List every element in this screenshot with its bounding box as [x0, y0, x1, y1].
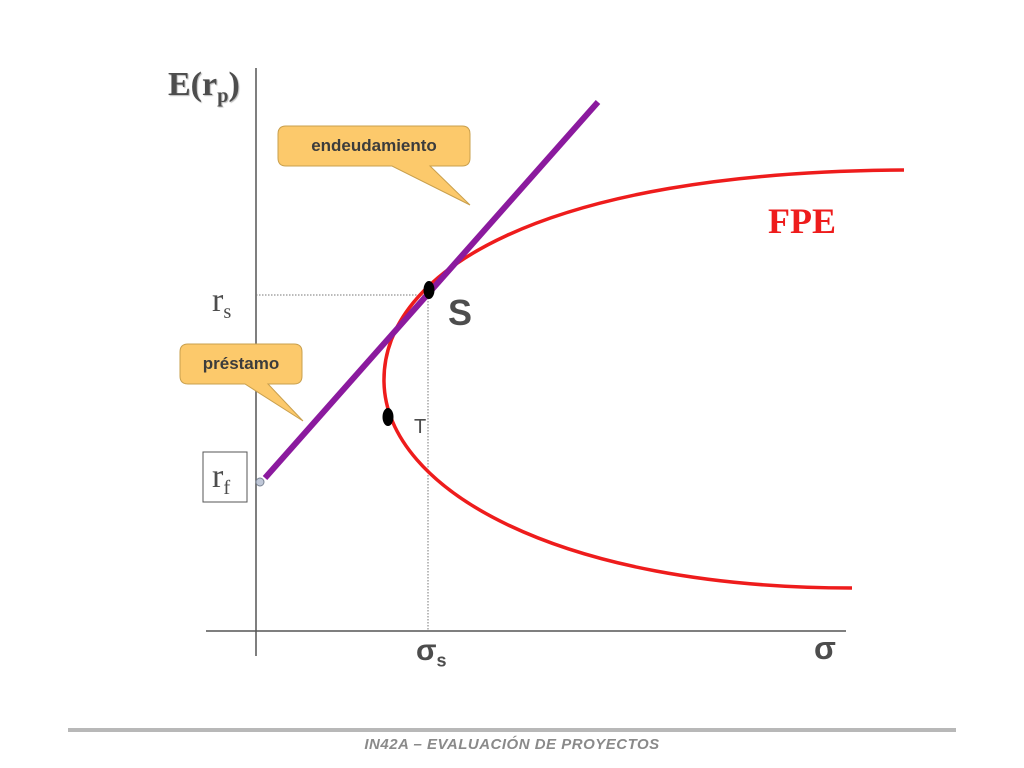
- frontier-label: FPE: [768, 201, 836, 241]
- borrowing-callout-text: endeudamiento: [311, 136, 437, 155]
- rf-label-main: r: [212, 458, 224, 495]
- point-s-label: S: [448, 292, 473, 333]
- borrowing-callout-box: [277, 125, 471, 206]
- footer-rule: [68, 728, 956, 732]
- y-axis-label: E(rp): [168, 66, 240, 108]
- efficient-frontier-curve: [382, 168, 905, 590]
- rf-label-box: [202, 451, 248, 503]
- lending-callout-box: [179, 343, 304, 422]
- y-axis-label-sub: p: [217, 85, 229, 108]
- sigma-s-label-sub: s: [436, 650, 447, 671]
- sigma-s-label-main: σ: [416, 634, 437, 667]
- x-axis-label: σ: [814, 630, 836, 666]
- y-axis-label-close: ): [228, 66, 240, 103]
- point-t-label: T: [414, 416, 427, 438]
- min-variance-point-t: [382, 408, 394, 426]
- y-axis-label-main: E(r: [168, 66, 218, 103]
- risk-free-point: [255, 477, 265, 487]
- rs-label-main: r: [212, 282, 224, 319]
- rs-label-sub: s: [223, 301, 232, 324]
- rf-label-sub: f: [223, 477, 231, 500]
- rf-label: rf: [212, 458, 230, 500]
- tangency-point-s: [423, 281, 435, 299]
- lending-callout-text: préstamo: [202, 354, 280, 373]
- sigma-s-label: σs: [416, 634, 447, 671]
- footer-title: IN42A – EVALUACIÓN DE PROYECTOS: [364, 736, 660, 753]
- rs-label: rs: [212, 282, 231, 324]
